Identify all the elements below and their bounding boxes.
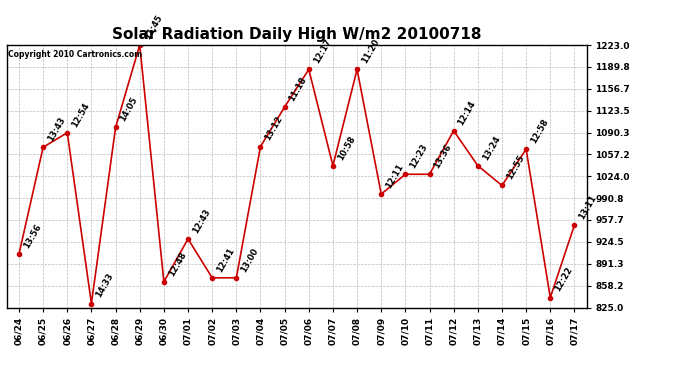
Text: 12:48: 12:48	[167, 250, 188, 278]
Text: 12:54: 12:54	[70, 101, 91, 129]
Text: 13:11: 13:11	[578, 193, 598, 221]
Text: 12:11: 12:11	[384, 162, 405, 190]
Text: 13:36: 13:36	[433, 142, 453, 170]
Text: 12:58: 12:58	[529, 117, 550, 145]
Text: 12:14: 12:14	[457, 99, 477, 127]
Text: 11:45: 11:45	[143, 13, 164, 41]
Text: 12:22: 12:22	[553, 266, 574, 294]
Text: 13:56: 13:56	[22, 222, 43, 250]
Text: 12:55: 12:55	[505, 153, 526, 182]
Text: 13:00: 13:00	[239, 246, 260, 274]
Text: Copyright 2010 Cartronics.com: Copyright 2010 Cartronics.com	[8, 50, 142, 59]
Text: 12:23: 12:23	[408, 142, 429, 170]
Text: 13:12: 13:12	[264, 115, 284, 142]
Text: 14:05: 14:05	[119, 96, 139, 123]
Text: 12:41: 12:41	[215, 246, 236, 274]
Text: 12:17: 12:17	[312, 38, 333, 65]
Title: Solar Radiation Daily High W/m2 20100718: Solar Radiation Daily High W/m2 20100718	[112, 27, 482, 42]
Text: 14:33: 14:33	[95, 272, 115, 299]
Text: 11:20: 11:20	[360, 38, 381, 65]
Text: 13:43: 13:43	[46, 116, 67, 143]
Text: 12:43: 12:43	[191, 207, 212, 235]
Text: 13:24: 13:24	[481, 134, 502, 162]
Text: 11:18: 11:18	[288, 75, 308, 103]
Text: 10:58: 10:58	[336, 134, 357, 162]
